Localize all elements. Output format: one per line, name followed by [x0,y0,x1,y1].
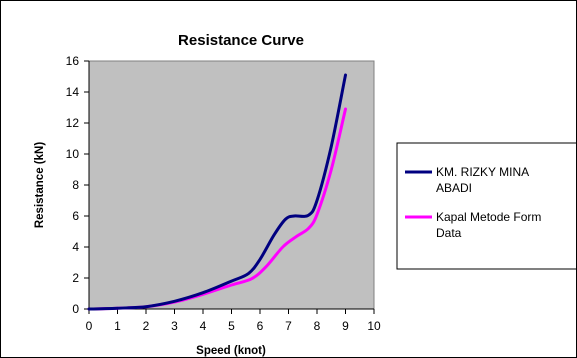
legend-label-0: KM. RIZKY MINA [436,165,529,179]
y-axis-label: Resistance (kN) [34,142,46,228]
x-tick-label: 5 [228,319,235,333]
x-axis: 0 1 2 3 4 5 6 7 8 9 10 [86,308,381,333]
y-tick-label: 10 [66,147,80,161]
legend-label-1: Kapal Metode Form [436,210,541,224]
x-tick-label: 0 [86,319,93,333]
legend-items: KM. RIZKY MINA ABADI Kapal Metode Form Data [405,165,541,240]
x-tick-label: 9 [342,319,349,333]
y-tick-label: 8 [72,178,79,192]
legend-label-0: ABADI [436,181,472,195]
legend-box [396,142,576,270]
y-tick-label: 2 [72,271,79,285]
legend: KM. RIZKY MINA ABADI Kapal Metode Form Data [396,142,576,270]
x-tick-label: 2 [143,319,150,333]
y-tick-label: 4 [72,240,79,254]
y-tick-label: 14 [66,85,80,99]
x-tick-label: 10 [367,319,381,333]
x-axis-label: Speed (knot) [196,345,266,357]
series-line-0 [87,73,347,311]
x-tick-label: 4 [200,319,207,333]
series-layer [87,73,347,311]
x-tick-label: 6 [257,319,264,333]
plot-area [88,60,375,310]
x-tick-label: 3 [171,319,178,333]
y-tick-label: 16 [66,54,80,68]
y-tick-label: 0 [72,302,79,316]
y-tick-label: 12 [66,116,80,130]
chart-title: Resistance Curve [178,32,304,49]
y-axis: 0 2 4 6 8 10 12 14 16 [66,54,90,316]
x-tick-label: 8 [314,319,321,333]
x-tick-label: 1 [114,319,121,333]
y-tick-label: 6 [72,209,79,223]
x-tick-label: 7 [285,319,292,333]
legend-label-1: Data [436,226,462,240]
